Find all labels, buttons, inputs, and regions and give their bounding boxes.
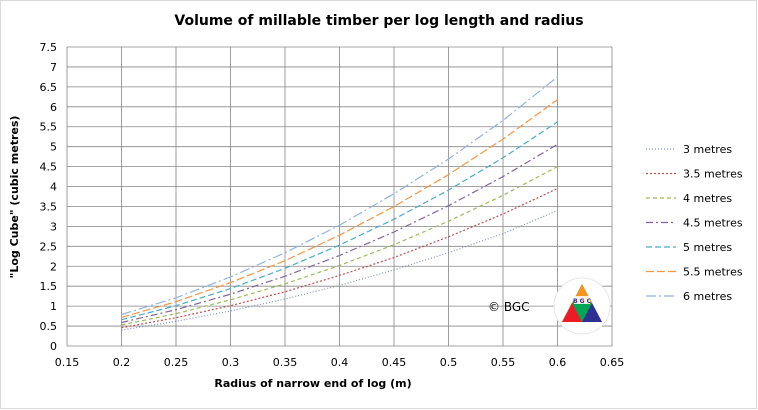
x-tick-label: 0.2	[113, 356, 131, 369]
x-tick-label: 0.6	[549, 356, 567, 369]
copyright-annotation: © BGC	[488, 300, 530, 314]
x-tick-label: 0.65	[600, 356, 625, 369]
y-tick-label: 3	[50, 220, 57, 233]
y-tick-label: 6	[50, 101, 57, 114]
logo-lettering: B G C	[573, 298, 592, 305]
tick-labels: 0.15 0.2 0.25 0.3 0.35 0.4 0.45 0.5 0.55 0.6 0.650…	[40, 41, 625, 369]
series-line	[121, 76, 558, 316]
y-tick-label: 7	[50, 61, 57, 74]
y-tick-label: 0.5	[40, 320, 58, 333]
legend: 3 metres 3.5 metres 4 metres 4.5 metres 5 me…	[646, 143, 743, 303]
bgc-logo: B G C	[553, 277, 611, 335]
x-axis-title: Radius of narrow end of log (m)	[214, 377, 411, 390]
y-tick-label: 4	[50, 181, 57, 194]
legend-label: 5.5 metres	[683, 266, 743, 279]
y-tick-label: 3.5	[40, 200, 58, 213]
y-tick-label: 5.5	[40, 121, 58, 134]
series-line	[121, 166, 558, 326]
x-tick-label: 0.55	[491, 356, 516, 369]
y-tick-label: 1.5	[40, 280, 58, 293]
y-tick-label: 7.5	[40, 41, 58, 54]
series-lines	[121, 76, 558, 331]
x-tick-label: 0.25	[164, 356, 189, 369]
y-tick-label: 1	[50, 300, 57, 313]
series-line	[121, 121, 558, 321]
series-line	[121, 209, 558, 331]
y-tick-label: 5	[50, 141, 57, 154]
legend-label: 4 metres	[683, 192, 732, 205]
series-line	[121, 143, 558, 324]
y-axis-title: "Log Cube" (cubic metres)	[8, 116, 21, 279]
y-tick-label: 0	[50, 340, 57, 353]
legend-label: 6 metres	[683, 290, 732, 303]
y-tick-label: 2.5	[40, 240, 58, 253]
x-tick-label: 0.4	[331, 356, 349, 369]
x-tick-label: 0.45	[382, 356, 407, 369]
legend-label: 4.5 metres	[683, 217, 743, 230]
y-tick-label: 6.5	[40, 81, 58, 94]
chart-title: Volume of millable timber per log length…	[174, 13, 583, 29]
y-tick-label: 2	[50, 260, 57, 273]
x-tick-label: 0.3	[222, 356, 240, 369]
series-line	[121, 99, 558, 318]
x-tick-label: 0.35	[273, 356, 298, 369]
legend-label: 5 metres	[683, 241, 732, 254]
legend-label: 3.5 metres	[683, 168, 743, 181]
series-line	[121, 187, 558, 329]
y-tick-label: 4.5	[40, 161, 58, 174]
x-tick-label: 0.15	[55, 356, 80, 369]
legend-label: 3 metres	[683, 143, 732, 156]
grid	[66, 46, 613, 347]
x-tick-label: 0.5	[440, 356, 458, 369]
